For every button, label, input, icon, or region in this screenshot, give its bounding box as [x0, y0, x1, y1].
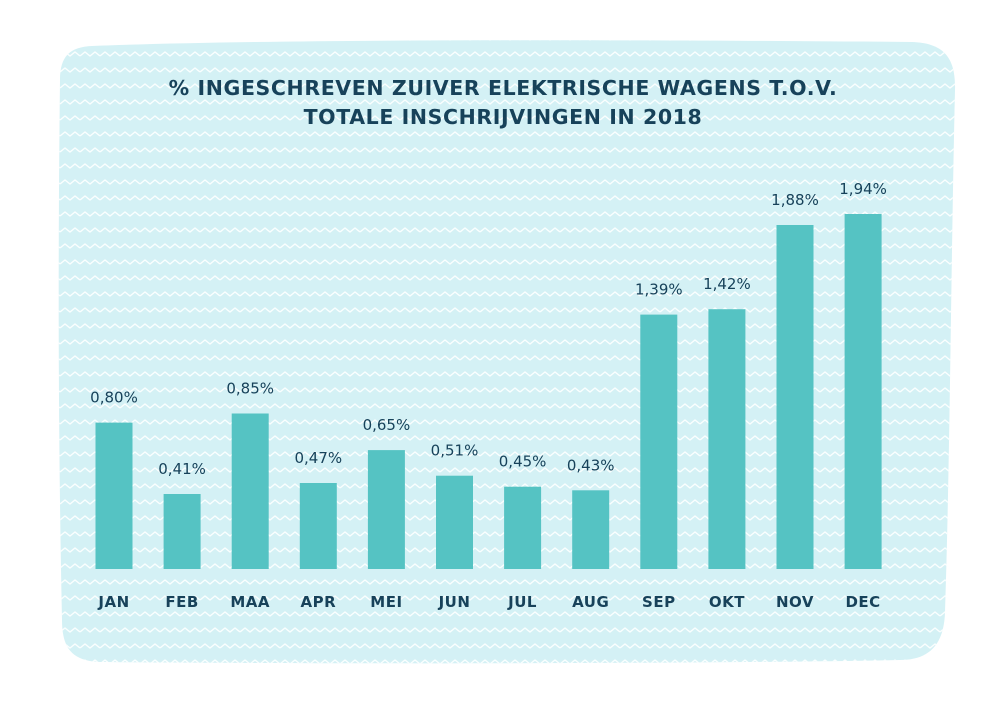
data-label-jun: 0,51%	[431, 442, 479, 460]
data-label-jul: 0,45%	[499, 453, 547, 471]
bar-feb	[163, 494, 201, 569]
data-label-jan: 0,80%	[90, 389, 138, 407]
bar-series	[95, 214, 882, 569]
bar-mei	[367, 450, 405, 569]
bar-maa	[231, 413, 269, 569]
x-tick-jan: JAN	[97, 593, 129, 611]
bar-jun	[436, 475, 473, 569]
bar-aug	[572, 490, 610, 569]
x-tick-aug: AUG	[572, 593, 609, 611]
bar-sep	[640, 314, 678, 569]
bar-jul	[504, 486, 542, 569]
data-label-mei: 0,65%	[363, 416, 411, 434]
x-tick-jul: JUL	[507, 593, 537, 611]
x-tick-dec: DEC	[845, 593, 880, 611]
x-tick-okt: OKT	[709, 593, 745, 611]
x-tick-maa: MAA	[230, 593, 270, 611]
chart-title-line-2: TOTALE INSCHRIJVINGEN IN 2018	[304, 105, 703, 129]
x-tick-sep: SEP	[642, 593, 676, 611]
data-label-dec: 1,94%	[839, 180, 887, 198]
x-tick-nov: NOV	[776, 593, 814, 611]
data-label-nov: 1,88%	[771, 191, 819, 209]
x-tick-feb: FEB	[165, 593, 198, 611]
data-label-maa: 0,85%	[226, 380, 274, 398]
chart-title-line-1: % INGESCHREVEN ZUIVER ELEKTRISCHE WAGENS…	[169, 76, 838, 100]
bar-apr	[299, 483, 337, 569]
data-label-sep: 1,39%	[635, 281, 683, 299]
data-label-apr: 0,47%	[294, 449, 342, 467]
bar-nov	[776, 225, 814, 569]
x-tick-apr: APR	[300, 593, 336, 611]
bar-jan	[95, 422, 133, 569]
data-label-okt: 1,42%	[703, 275, 751, 293]
bar-dec	[844, 214, 882, 569]
x-axis-tick-labels: JAN FEB MAA APR MEI JUN JUL AUG SEP OKT NOV DEC	[97, 593, 880, 611]
chart-background	[58, 40, 956, 664]
data-labels: 0,80% 0,41% 0,85% 0,47% 0,65% 0,51% 0,45% 0,43%…	[90, 180, 887, 478]
bar-okt	[708, 309, 746, 569]
data-label-aug: 0,43%	[567, 456, 615, 474]
x-tick-mei: MEI	[370, 593, 402, 611]
background-pattern	[58, 40, 956, 664]
data-label-feb: 0,41%	[158, 460, 206, 478]
x-tick-jun: JUN	[438, 593, 471, 611]
